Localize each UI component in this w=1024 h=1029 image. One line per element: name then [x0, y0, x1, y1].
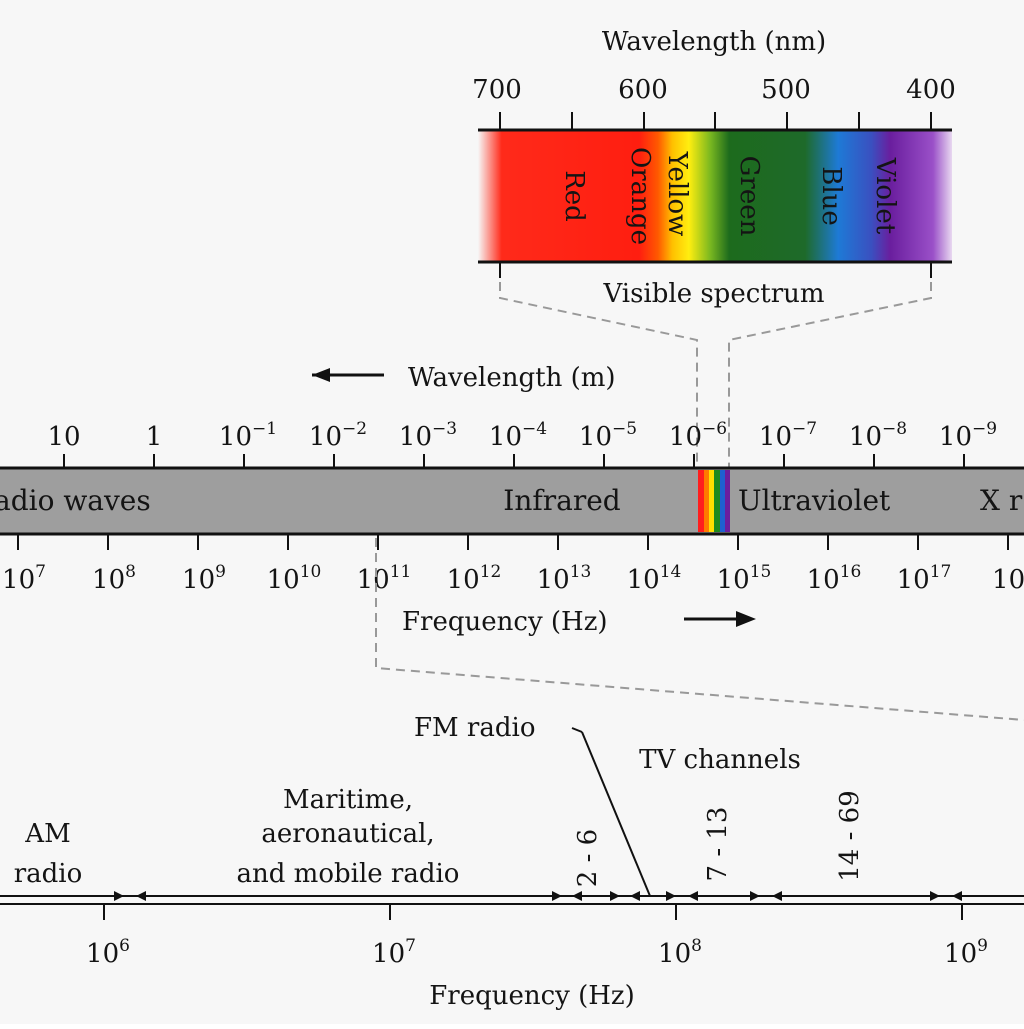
- frequency-tick-marks: [17, 534, 1009, 550]
- visible-tick-label: 700: [472, 75, 522, 105]
- radio-tick-labels: 106 107 108 109: [86, 936, 988, 969]
- radio-tick-label: 107: [372, 936, 416, 969]
- band-label-yellow: Yellow: [662, 151, 692, 237]
- band-label-green: Green: [734, 156, 764, 237]
- radio-leader-lines: [375, 538, 1024, 721]
- band-label-orange: Orange: [625, 147, 655, 245]
- frequency-tick-label: 1010: [267, 562, 322, 595]
- maritime-label-line1: Maritime,: [283, 785, 413, 815]
- frequency-tick-label: 108: [92, 562, 136, 595]
- tv-channel-2-6: 2 - 6: [573, 829, 603, 887]
- wavelength-tick-label: 1: [146, 422, 163, 452]
- frequency-tick-label: 1017: [897, 562, 952, 595]
- wavelength-tick-label: 10−4: [489, 419, 547, 452]
- region-radio-waves: adio waves: [0, 484, 151, 517]
- radio-axis-ticks: [103, 904, 963, 920]
- wavelength-tick-label: 10−8: [849, 419, 907, 452]
- visible-tick-label: 600: [618, 75, 668, 105]
- wavelength-tick-label: 10−7: [759, 419, 817, 452]
- wavelength-m-title: Wavelength (m): [408, 363, 616, 393]
- wavelength-tick-label: 10−6: [669, 419, 727, 452]
- visible-tick-label: 500: [761, 75, 811, 105]
- tv-channel-14-69: 14 - 69: [835, 790, 865, 881]
- maritime-label-line2: aeronautical,: [261, 819, 434, 849]
- region-infrared: Infrared: [503, 484, 620, 517]
- radio-tick-label: 108: [658, 936, 702, 969]
- fm-radio-label: FM radio: [414, 713, 535, 743]
- frequency-tick-label: 1015: [717, 562, 772, 595]
- frequency-tick-label: 107: [2, 562, 46, 595]
- visible-color-band: [478, 130, 952, 262]
- visible-leader-lines: [499, 282, 932, 470]
- fm-pointer-line: [581, 731, 651, 897]
- frequency-tick-label: 101: [992, 562, 1024, 595]
- spectrum-bar: [0, 468, 1024, 534]
- tv-channel-7-13: 7 - 13: [703, 807, 733, 882]
- wavelength-tick-label: 10−2: [309, 419, 367, 452]
- em-spectrum: Wavelength (m) 10 1 10−1 10−2 10−3 10−4 10−5 10…: [0, 363, 1024, 721]
- right-arrow-icon: [736, 611, 756, 627]
- frequency-title: Frequency (Hz): [402, 607, 608, 637]
- visible-tick-labels: 700 600 500 400: [472, 75, 956, 105]
- wavelength-tick-marks: [63, 454, 965, 468]
- band-label-blue: Blue: [816, 166, 846, 226]
- frequency-tick-label: 1016: [807, 562, 862, 595]
- radio-tick-label: 106: [86, 936, 130, 969]
- visible-ticks: [499, 112, 932, 278]
- frequency-tick-label: 1011: [357, 562, 412, 595]
- visible-band-labels: Red Orange Yellow Green Blue Violet: [559, 147, 900, 245]
- frequency-tick-label: 1012: [447, 562, 502, 595]
- frequency-tick-labels: 107 108 109 1010 1011 1012 1013 1014 1015 1016 101…: [2, 562, 1024, 595]
- fm-pointer-hook: [571, 727, 583, 733]
- frequency-tick-label: 1014: [627, 562, 682, 595]
- wavelength-tick-label: 10: [47, 422, 80, 452]
- wavelength-tick-label: 10−5: [579, 419, 637, 452]
- wavelength-tick-label: 10−1: [219, 419, 277, 452]
- am-label-line2: radio: [14, 859, 83, 889]
- frequency-tick-label: 109: [182, 562, 226, 595]
- am-label-line1: AM: [24, 819, 70, 849]
- tv-channels-label: TV channels: [639, 745, 801, 775]
- left-arrow-icon: [312, 368, 330, 382]
- frequency-tick-label: 1013: [537, 562, 592, 595]
- visible-slice-in-bar: [698, 470, 730, 532]
- wavelength-tick-label: 10−3: [399, 419, 457, 452]
- band-arrowheads: [114, 891, 962, 901]
- visible-tick-label: 400: [906, 75, 956, 105]
- wavelength-tick-label: 10−9: [939, 419, 997, 452]
- radio-detail: FM radio TV channels AM radio Maritime, …: [0, 713, 1024, 1011]
- visible-wavelength-title: Wavelength (nm): [602, 27, 826, 57]
- visible-spectrum-caption: Visible spectrum: [602, 279, 824, 309]
- region-x-rays: X r: [980, 484, 1023, 517]
- band-label-red: Red: [559, 170, 589, 222]
- radio-tick-label: 109: [944, 936, 988, 969]
- maritime-label-line3: and mobile radio: [237, 859, 460, 889]
- band-label-violet: Violet: [870, 157, 900, 235]
- visible-spectrum-inset: Wavelength (nm) 700 600 500 400 Red Oran…: [472, 27, 956, 470]
- radio-frequency-title: Frequency (Hz): [429, 981, 635, 1011]
- region-ultraviolet: Ultraviolet: [738, 484, 891, 517]
